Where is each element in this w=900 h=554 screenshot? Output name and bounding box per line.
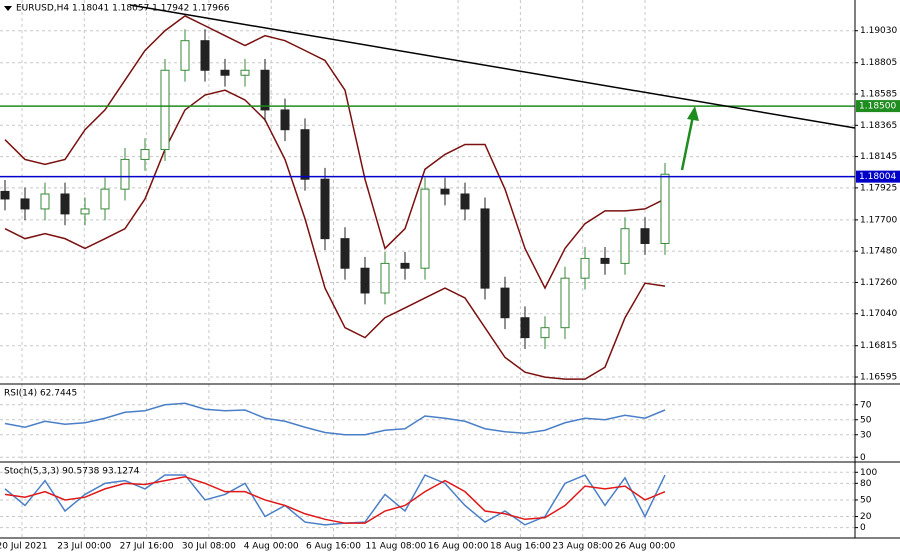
candle-body [420, 188, 430, 269]
candle-body [40, 193, 50, 210]
candle-body [640, 228, 650, 244]
y-tick-label: 1.17925 [860, 183, 897, 193]
y-tick-label: 1.19030 [860, 26, 897, 36]
y-tick-label: 50 [860, 495, 872, 505]
y-tick-label: 0 [860, 523, 866, 533]
candle-body [620, 228, 630, 264]
time-label: 18 Aug 16:00 [490, 542, 551, 552]
level-label: 1.18004 [859, 172, 896, 182]
candle-body [580, 257, 590, 279]
time-label: 4 Aug 00:00 [244, 542, 299, 552]
y-tick-label: 1.17480 [860, 247, 897, 257]
candle-body [660, 173, 670, 244]
quote: 1.18041 1.18057 1.17942 1.17966 [72, 4, 230, 14]
y-tick-label: 20 [860, 512, 872, 522]
y-tick-label: 1.18585 [860, 90, 897, 100]
indicator-line [4, 15, 666, 290]
time-label: 26 Aug 00:00 [615, 542, 676, 552]
candle-body [140, 148, 150, 160]
time-label: 27 Jul 16:00 [120, 542, 174, 552]
candle-body [340, 238, 350, 269]
y-tick-label: 1.17260 [860, 278, 897, 288]
y-tick-label: 1.18145 [860, 152, 897, 162]
time-label: 30 Jul 08:00 [182, 542, 236, 552]
time-label: 16 Aug 00:00 [428, 542, 489, 552]
y-tick-label: 100 [860, 468, 877, 478]
y-tick-label: 70 [860, 400, 872, 410]
indicator-line [4, 474, 666, 526]
candle-body [60, 193, 70, 215]
candle-body [280, 109, 290, 131]
candle-body [240, 69, 250, 76]
indicator-title: RSI(14) 62.7445 [4, 389, 77, 399]
y-tick-label: 1.17040 [860, 309, 897, 319]
candle-body [460, 193, 470, 210]
candle-body [20, 198, 30, 210]
candle-body [320, 178, 330, 240]
candle-body [360, 267, 370, 294]
indicator-line [4, 402, 666, 436]
level-label-bg [856, 170, 900, 183]
candle-body [220, 69, 230, 76]
time-label: 11 Aug 08:00 [365, 542, 426, 552]
indicator-title: Stoch(5,3,3) 90.5738 93.1274 [4, 467, 140, 477]
symbol: EURUSD,H4 [16, 4, 69, 14]
y-tick-label: 1.18805 [860, 58, 897, 68]
candle-body [560, 277, 570, 329]
candle-body [400, 262, 410, 269]
y-tick-label: 80 [860, 479, 872, 489]
y-tick-label: 0 [860, 453, 866, 463]
arrow-shaft [680, 115, 695, 171]
candle-body [200, 40, 210, 71]
time-label: 6 Aug 16:00 [306, 542, 361, 552]
y-tick-label: 1.17700 [860, 215, 897, 225]
y-tick-label: 30 [860, 430, 872, 440]
indicator-line [4, 89, 666, 380]
time-label: 23 Jul 00:00 [57, 542, 111, 552]
candle-body [480, 208, 490, 289]
candle-body [120, 158, 130, 190]
time-label: 20 Jul 2021 [0, 542, 47, 552]
indicator-line [4, 475, 666, 524]
y-tick-label: 1.18365 [860, 121, 897, 131]
trend-line [129, 4, 856, 129]
candle-body [80, 208, 90, 215]
level-label: 1.18500 [859, 102, 896, 112]
y-tick-label: 50 [860, 415, 872, 425]
y-tick-label: 1.16815 [860, 341, 897, 351]
candle-body [600, 257, 610, 264]
candle-body [520, 317, 530, 339]
arrow-head [687, 106, 699, 121]
level-label-bg [856, 100, 900, 113]
candle-body [540, 327, 550, 339]
candle-body [440, 188, 450, 195]
candle-body [300, 129, 310, 180]
candle-body [160, 69, 170, 150]
candle-body [0, 190, 10, 200]
menu-triangle[interactable] [4, 6, 12, 11]
candle-body [260, 69, 270, 111]
candle-body [100, 188, 110, 210]
y-tick-label: 1.16595 [860, 373, 897, 383]
candle-body [180, 40, 190, 71]
candle-body [500, 287, 510, 319]
time-label: 23 Aug 08:00 [552, 542, 613, 552]
candle-body [380, 262, 390, 294]
